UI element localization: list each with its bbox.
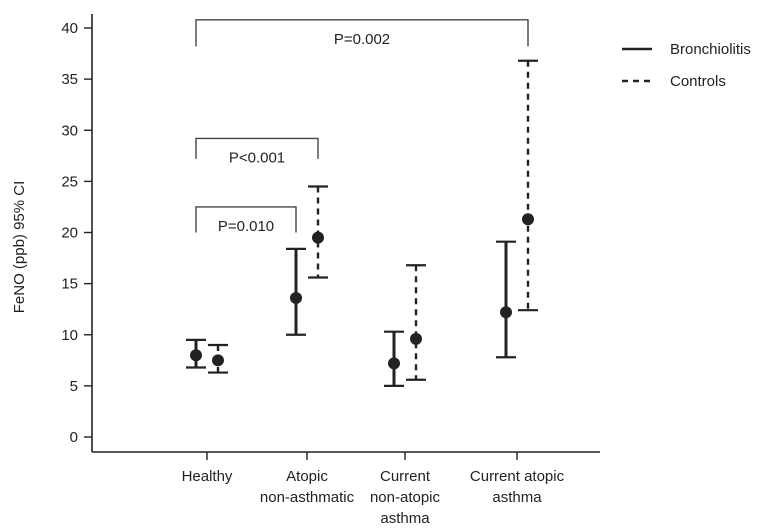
x-category-label: Healthy [182,468,233,485]
mean-point [388,357,400,370]
legend: Bronchiolitis Controls [622,41,751,90]
error-bars [186,59,538,387]
legend-label-controls: Controls [670,73,726,90]
p-value-label: P=0.010 [218,218,274,235]
mean-point [522,213,534,226]
x-category-label: Atopic non-asthmatic [260,468,355,506]
mean-point [312,231,324,244]
significance-bracket: P=0.010 [195,206,297,235]
x-category-label: Current non-atopic asthma [370,468,441,527]
y-tick-label: 25 [61,173,78,190]
x-category-label-line: asthma [380,510,430,527]
p-value-label: P=0.002 [334,31,390,48]
error-bar-controls [208,343,228,374]
significance-brackets: P=0.010 P<0.001 P=0.002 [195,19,529,235]
error-bar-bronchiolitis [186,338,206,369]
x-category-label-line: Current atopic [470,468,565,485]
error-bar-controls [518,59,538,312]
bracket-line [195,137,319,159]
x-category-label-line: Current [380,468,431,485]
error-bar-controls [308,185,328,279]
x-category-label-line: Atopic [286,468,328,485]
error-bar-controls [406,264,426,381]
significance-bracket: P=0.002 [195,19,529,48]
y-tick-label: 20 [61,225,78,242]
x-category-label-line: Healthy [182,468,233,485]
x-category-label: Current atopic asthma [470,468,565,506]
y-axis-label: FeNO (ppb) 95% CI [11,181,28,314]
p-value-label: P<0.001 [229,149,285,166]
mean-point [212,354,224,367]
legend-label-bronchiolitis: Bronchiolitis [670,41,751,58]
x-category-label-line: asthma [492,489,542,506]
x-category-label-line: non-asthmatic [260,489,355,506]
y-tick-label: 0 [70,429,78,446]
chart-axes: 0 5 10 15 20 25 30 35 40 Healthy Atopic non-asthmat… [61,14,600,527]
error-bar-bronchiolitis [384,330,404,387]
bracket-line [195,19,529,47]
significance-bracket: P<0.001 [195,137,319,166]
y-tick-label: 30 [61,122,78,139]
mean-point [290,291,302,304]
error-bar-bronchiolitis [286,247,306,336]
y-tick-label: 35 [61,71,78,88]
y-tick-label: 10 [61,327,78,344]
bracket-line [195,206,297,233]
y-tick-label: 5 [70,378,78,395]
mean-point [190,349,202,362]
y-axis-title-group: FeNO (ppb) 95% CI [11,181,28,314]
mean-point [410,332,422,345]
y-tick-label: 40 [61,20,78,37]
y-tick-label: 15 [61,276,78,293]
x-category-label-line: non-atopic [370,489,441,506]
error-bar-bronchiolitis [496,240,516,359]
mean-point [500,306,512,319]
